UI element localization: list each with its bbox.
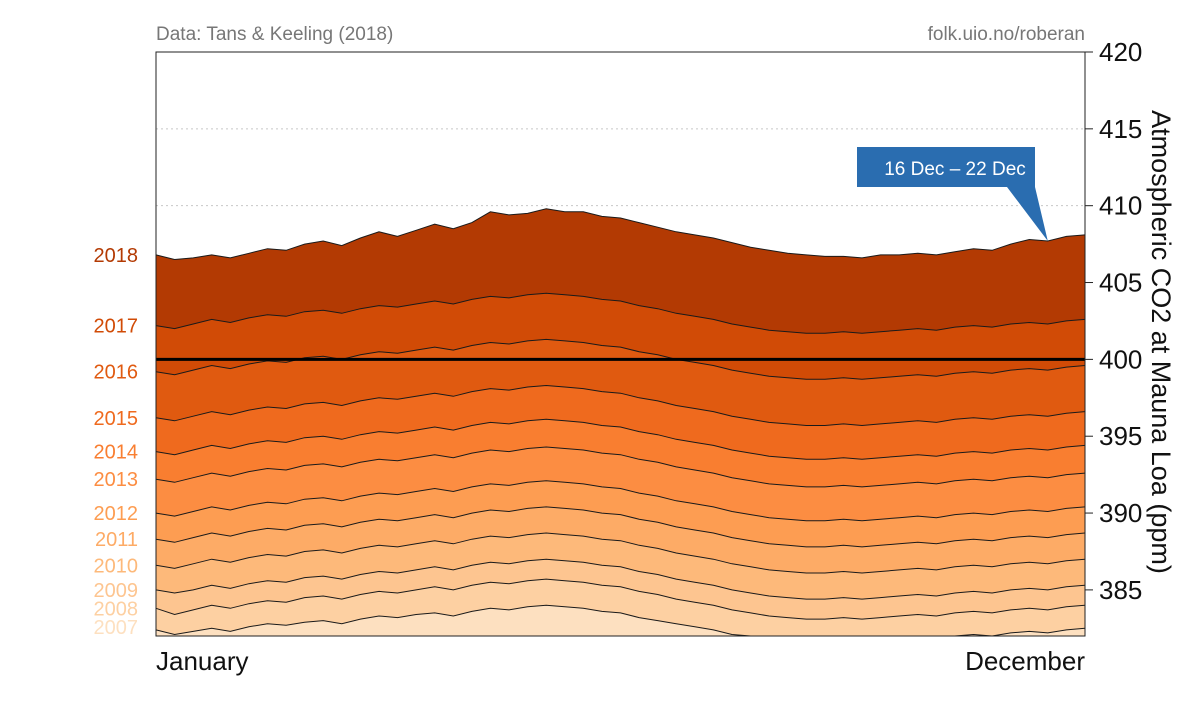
line-2012 — [155, 480, 1086, 522]
year-label-2007: 2007 — [94, 617, 139, 639]
line-2010 — [155, 532, 1086, 574]
y-tick-label: 395 — [1099, 421, 1142, 451]
year-areas — [156, 208, 1085, 637]
source-url: folk.uio.no/roberan — [928, 24, 1085, 45]
year-label-2015: 2015 — [94, 408, 139, 430]
area-2007 — [156, 605, 1085, 636]
y-tick-label: 410 — [1099, 191, 1142, 221]
y-tick-label: 415 — [1099, 114, 1142, 144]
year-label-2014: 2014 — [94, 442, 139, 464]
callout-text: 16 Dec – 22 Dec — [884, 159, 1026, 180]
line-2011 — [155, 506, 1086, 548]
line-2018 — [155, 208, 1086, 261]
line-2015 — [155, 384, 1086, 427]
date-callout: 16 Dec – 22 Dec — [857, 147, 1048, 241]
y-tick-label: 405 — [1099, 268, 1142, 298]
callout-box — [857, 147, 1048, 241]
line-2009 — [155, 558, 1086, 600]
year-label-2008: 2008 — [94, 598, 139, 620]
y-tick-label: 390 — [1099, 498, 1142, 528]
x-end-label: December — [965, 646, 1085, 676]
year-label-2012: 2012 — [94, 503, 139, 525]
line-2014 — [155, 418, 1086, 460]
line-2008 — [155, 578, 1086, 620]
source-credit: Data: Tans & Keeling (2018) — [156, 24, 393, 45]
year-label-2010: 2010 — [94, 555, 139, 577]
y-axis-title: Atmospheric CO2 at Mauna Loa (ppm) — [1146, 110, 1176, 574]
year-label-2013: 2013 — [94, 469, 139, 491]
y-tick-label: 400 — [1099, 344, 1142, 374]
year-label-2011: 2011 — [95, 529, 138, 551]
y-axis-ticks: 385 390 395 400 405 410 415 420 — [1085, 37, 1142, 605]
year-label-2016: 2016 — [94, 362, 139, 384]
year-label-2018: 2018 — [94, 245, 139, 267]
line-2017 — [155, 292, 1086, 334]
plot-frame — [155, 51, 1086, 637]
line-2016 — [155, 338, 1086, 380]
y-tick-label: 420 — [1099, 37, 1142, 67]
year-label-2009: 2009 — [94, 580, 139, 602]
y-tick-label: 385 — [1099, 575, 1142, 605]
year-label-2017: 2017 — [94, 316, 139, 338]
x-start-label: January — [156, 646, 249, 676]
line-2013 — [155, 446, 1086, 488]
